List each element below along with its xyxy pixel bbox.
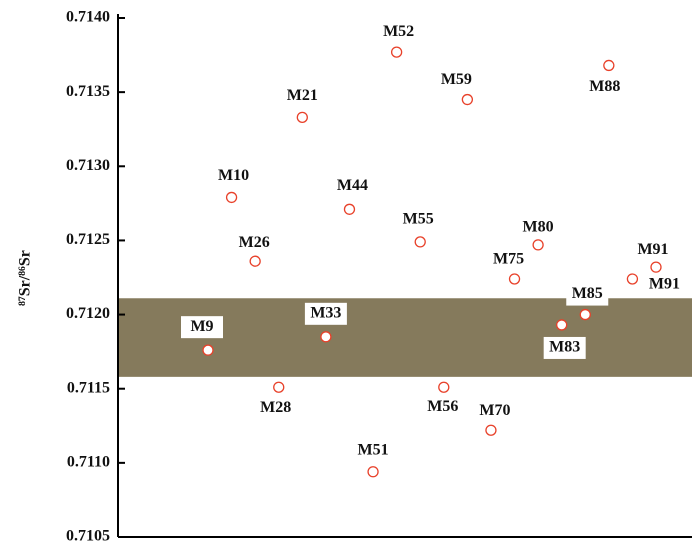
data-point	[390, 46, 403, 58]
y-tick-label: 0.7140	[66, 9, 110, 26]
point-label: M28	[260, 399, 291, 416]
point-label: M91	[649, 276, 680, 293]
point-label: M52	[383, 23, 414, 40]
data-point	[461, 93, 474, 106]
y-tick-label: 0.7135	[66, 83, 110, 100]
point-label: M10	[218, 167, 249, 184]
data-point	[367, 466, 379, 478]
data-point	[603, 59, 615, 72]
data-point	[556, 319, 568, 331]
point-label: M75	[493, 251, 524, 268]
point-label: M70	[479, 402, 510, 419]
data-point	[343, 203, 356, 215]
data-point	[508, 273, 521, 285]
point-label: M80	[523, 219, 554, 236]
data-point	[414, 236, 426, 248]
data-point	[249, 255, 261, 267]
y-axis-label: ⁸⁷Sr/⁸⁶Sr	[17, 250, 34, 306]
point-label: M91	[637, 241, 668, 258]
y-tick-label: 0.7130	[66, 157, 110, 174]
point-label: M9	[190, 318, 213, 335]
label-box	[181, 316, 223, 339]
point-label: M83	[549, 339, 580, 356]
point-label: M56	[427, 398, 458, 415]
label-box	[566, 283, 609, 306]
label-box	[304, 302, 347, 325]
label-box	[543, 336, 586, 359]
y-tick-label: 0.7115	[67, 379, 110, 396]
data-point	[438, 381, 450, 393]
data-point	[296, 111, 308, 124]
data-point	[202, 344, 214, 356]
y-tick-label: 0.7105	[66, 528, 110, 545]
point-label: M21	[287, 87, 318, 104]
data-point	[532, 239, 544, 251]
point-label: M55	[403, 211, 434, 228]
data-point	[225, 191, 238, 204]
data-point	[650, 261, 662, 273]
y-tick-label: 0.7110	[67, 454, 110, 471]
data-point	[320, 331, 332, 343]
point-label: M33	[310, 304, 341, 321]
data-point	[485, 424, 497, 436]
y-tick-label: 0.7120	[66, 305, 110, 322]
point-label: M59	[441, 71, 472, 88]
point-label: M26	[239, 234, 270, 251]
point-label: M51	[357, 441, 388, 458]
point-label: M44	[337, 177, 368, 194]
data-point	[579, 308, 591, 321]
point-label: M85	[572, 285, 603, 302]
data-point	[273, 381, 285, 393]
y-tick-label: 0.7125	[66, 231, 110, 248]
point-label: M88	[589, 78, 620, 95]
data-point	[626, 273, 639, 285]
